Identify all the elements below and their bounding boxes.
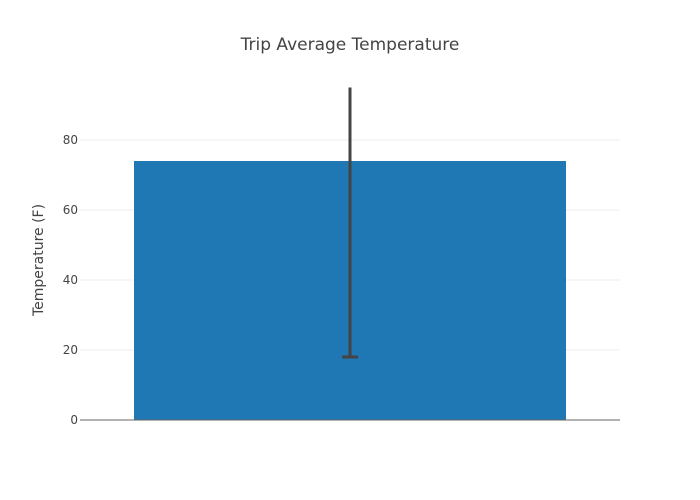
y-axis-ticks: 0 20 40 60 80 bbox=[63, 133, 78, 427]
y-tick-label: 80 bbox=[63, 133, 78, 147]
y-tick-label: 20 bbox=[63, 343, 78, 357]
y-tick-label: 60 bbox=[63, 203, 78, 217]
y-tick-label: 0 bbox=[70, 413, 78, 427]
y-axis-label: Temperature (F) bbox=[31, 204, 47, 317]
chart-title: Trip Average Temperature bbox=[240, 35, 460, 55]
error-bars bbox=[342, 87, 358, 359]
y-tick-label: 40 bbox=[63, 273, 78, 287]
